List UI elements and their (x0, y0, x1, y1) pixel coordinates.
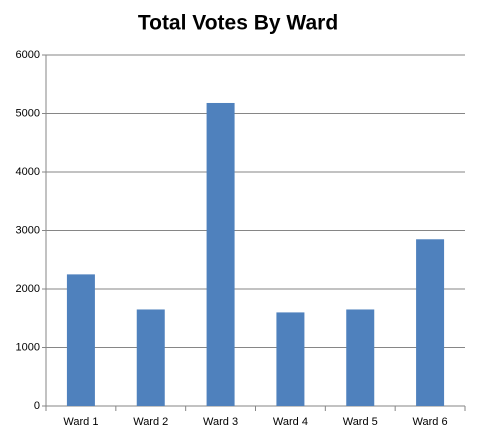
bar (66, 274, 95, 406)
bar (416, 239, 445, 406)
y-tick-label: 5000 (16, 107, 40, 119)
y-tick-label: 3000 (16, 224, 40, 236)
x-tick-label: Ward 1 (63, 416, 98, 428)
x-tick-label: Ward 6 (413, 416, 448, 428)
x-tick-label: Ward 4 (273, 416, 308, 428)
y-tick-label: 6000 (16, 49, 40, 61)
y-tick-label: 1000 (16, 341, 40, 353)
y-tick-label: 2000 (16, 283, 40, 295)
bar (346, 309, 375, 406)
x-tick-label: Ward 2 (133, 416, 168, 428)
y-tick-label: 0 (34, 400, 40, 412)
bar (136, 309, 165, 406)
bar (276, 312, 305, 406)
x-tick-label: Ward 5 (343, 416, 378, 428)
chart-title: Total Votes By Ward (138, 12, 338, 35)
y-tick-label: 4000 (16, 166, 40, 178)
x-tick-label: Ward 3 (203, 416, 238, 428)
bar (206, 102, 235, 406)
